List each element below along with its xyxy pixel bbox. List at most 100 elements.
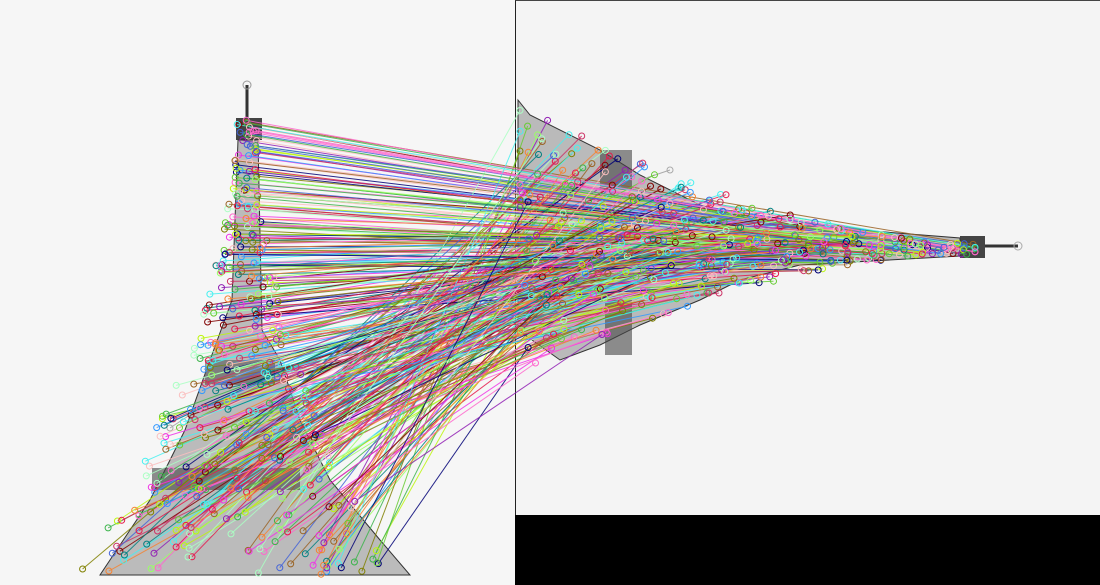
match-line [211,292,709,385]
keypoint-marker [309,440,317,448]
keypoint-marker [243,174,251,182]
keypoint-marker [208,380,216,388]
keypoint-marker [153,424,161,432]
keypoint-marker [249,231,257,239]
keypoint-marker [924,241,932,249]
keypoint-marker [324,452,332,460]
keypoint-marker [843,238,850,245]
keypoint-marker [516,196,524,204]
keypoint-marker [833,226,840,234]
keypoint-marker [224,205,232,213]
keypoint-marker [547,266,555,273]
keypoint-marker [196,424,204,432]
keypoint-marker [672,227,680,235]
keypoint-marker [641,163,648,171]
match-line [230,270,804,282]
keypoint-marker [108,549,116,557]
keypoint-marker [229,213,237,221]
match-line [277,239,799,303]
keypoint-marker [358,567,366,575]
keypoint-marker [963,250,971,258]
keypoint-marker [619,307,627,315]
keypoint-marker [284,528,292,536]
keypoint-marker [135,527,143,535]
keypoint-marker [572,169,579,177]
keypoint-marker [289,426,297,434]
keypoint-marker [299,527,307,535]
keypoint-marker [141,457,149,465]
keypoint-marker [590,290,597,298]
keypoint-marker [819,247,827,254]
match-line [326,294,548,562]
match-line [234,226,625,471]
keypoint-marker [266,279,274,287]
keypoint-marker [561,180,569,188]
match-line [108,330,540,572]
keypoint-marker [779,256,787,264]
keypoint-marker [217,448,225,456]
keypoint-marker [526,191,534,199]
black-padding [515,515,1100,585]
match-line [224,271,726,355]
keypoint-marker [79,565,87,573]
keypoint-marker [369,555,377,563]
keypoint-marker [538,273,546,281]
keypoint-marker [680,216,688,224]
keypoint-marker [827,257,835,265]
keypoint-marker [581,270,589,278]
keypoint-marker [273,283,281,291]
keypoint-marker [326,459,333,467]
keypoint-marker [575,291,583,298]
keypoint-marker [249,238,257,246]
keypoint-marker [246,293,254,301]
keypoint-marker [667,262,675,270]
match-line [328,271,627,468]
keypoint-marker [330,505,337,513]
keypoint-marker [655,249,663,257]
keypoint-marker [596,221,604,229]
keypoint-marker [120,556,128,564]
keypoint-marker [258,441,266,449]
keypoint-marker [524,198,532,206]
keypoint-marker [175,478,183,486]
keypoint-marker [261,477,269,485]
keypoint-marker [787,214,795,222]
keypoint-marker [906,235,914,243]
keypoint-marker [557,335,565,343]
keypoint-marker [683,291,691,298]
match-line [124,154,539,556]
keypoint-marker [221,250,229,258]
keypoint-marker [229,342,237,350]
keypoint-marker [561,214,569,222]
keypoint-marker [877,231,885,239]
keypoint-marker [688,232,696,240]
keypoint-marker [252,310,260,318]
keypoint-marker [337,564,345,572]
keypoint-marker [233,366,241,374]
match-line [211,245,724,376]
keypoint-marker [303,466,311,474]
keypoint-marker [552,276,560,284]
keypoint-marker [261,362,269,370]
keypoint-marker [181,492,189,500]
match-line [220,236,811,274]
match-line [237,205,873,255]
keypoint-marker [113,542,121,550]
match-line [216,253,824,267]
match-line [377,347,529,564]
keypoint-marker [533,231,541,239]
keypoint-marker [263,434,271,441]
keypoint-marker [891,234,899,241]
keypoint-marker [131,506,139,514]
keypoint-marker [568,220,576,228]
keypoint-marker [190,351,198,359]
keypoint-marker [176,424,183,432]
keypoint-marker [309,492,317,500]
match-line [190,305,688,410]
keypoint-marker [277,360,285,368]
keypoint-marker [282,331,290,339]
keypoint-marker [892,245,899,252]
keypoint-marker [722,191,730,199]
keypoint-marker [524,344,532,351]
keypoint-marker [210,309,218,317]
